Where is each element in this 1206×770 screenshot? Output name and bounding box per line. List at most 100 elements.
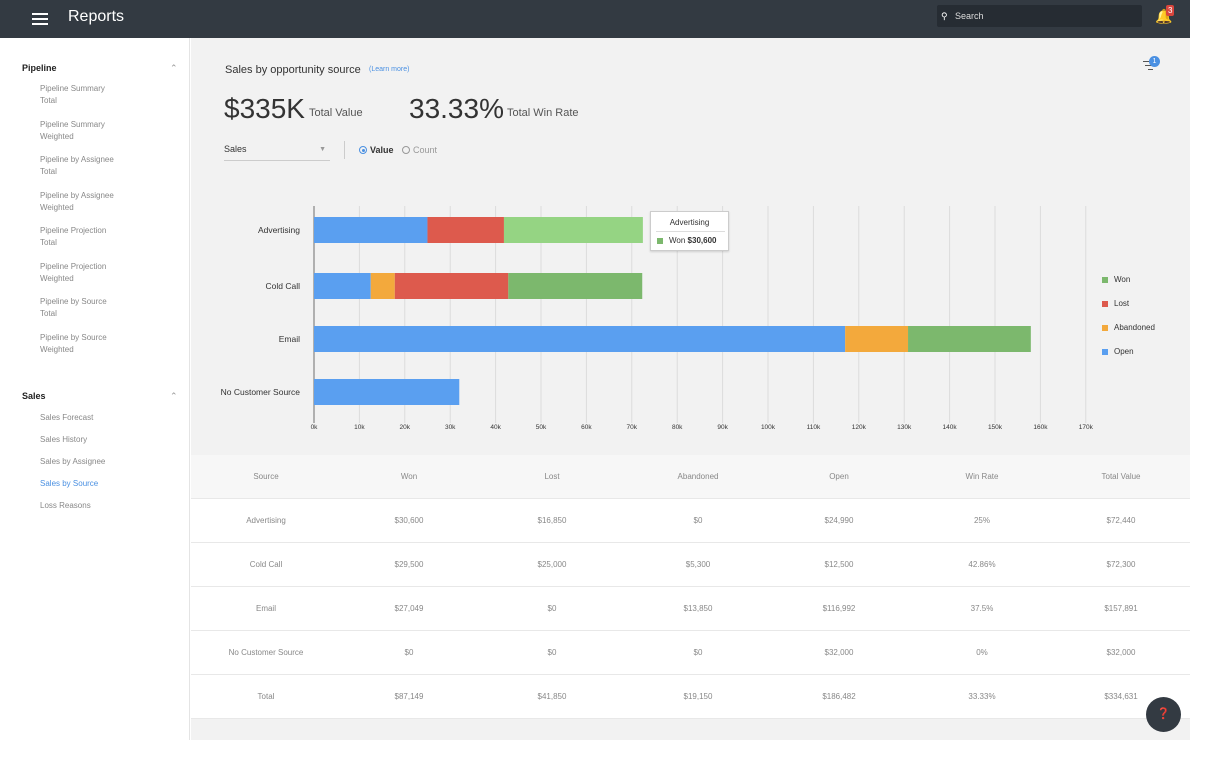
sales-by-source-chart: 0k 10k 20k 30k 40k 50k 60k 70k 80k 90k 100k 110k 120…: [221, 206, 1094, 431]
bar-segment-abandoned[interactable]: [845, 326, 909, 352]
bar-segment-open[interactable]: [314, 217, 428, 243]
table-cell: $72,300: [1106, 560, 1136, 569]
report-title: Sales by opportunity source: [225, 64, 361, 76]
total-value-label: Total Value: [309, 107, 363, 119]
table-row: Email $27,049 $0 $13,850 $116,992 37.5% $157,8…: [191, 587, 1190, 631]
bar-segment-open[interactable]: [314, 326, 846, 352]
x-tick-label: 30k: [445, 424, 456, 431]
table-cell: $30,600: [394, 516, 424, 525]
bar-segment-lost[interactable]: [394, 273, 509, 299]
x-tick-label: 130k: [897, 424, 912, 431]
sidebar-item-sales[interactable]: Sales History: [40, 435, 88, 444]
table-cell: $32,000: [1106, 648, 1136, 657]
table-cell: $0: [547, 648, 557, 657]
sidebar: Pipeline ⌃ Pipeline Summary Total Pipeline…: [0, 38, 190, 740]
table-cell: $29,500: [394, 560, 424, 569]
sidebar-item-sublabel: Weighted: [40, 273, 74, 283]
y-category-label: Advertising: [258, 225, 300, 235]
sidebar-item-sublabel: Weighted: [40, 131, 74, 141]
table-cell: $87,149: [394, 692, 424, 701]
sidebar-item-sublabel: Total: [40, 238, 57, 247]
table-header-cell: Source: [253, 472, 279, 481]
sidebar-item-sales[interactable]: Sales Forecast: [40, 413, 94, 422]
table-cell: $334,631: [1104, 692, 1138, 701]
sidebar-item-pipeline[interactable]: Pipeline Projection Total: [40, 225, 160, 249]
tooltip-label: Won $30,600: [669, 236, 716, 245]
metric-select[interactable]: Sales ▼: [224, 144, 330, 161]
radio-count[interactable]: Count: [402, 145, 437, 155]
tooltip-series: Won: [669, 236, 686, 245]
legend-swatch: [1102, 276, 1108, 283]
sidebar-item-label: Pipeline Summary: [40, 119, 105, 129]
table-cell: $41,850: [537, 692, 567, 701]
sidebar-item-pipeline[interactable]: Pipeline by Source Weighted: [40, 332, 160, 356]
radio-value-label: Value: [370, 145, 394, 155]
sidebar-section-sales[interactable]: Sales: [22, 391, 46, 401]
divider: [656, 231, 725, 232]
table-cell: Email: [255, 604, 276, 613]
sidebar-item-pipeline[interactable]: Pipeline Summary Total: [40, 83, 160, 107]
radio-dot: [359, 146, 367, 154]
win-rate-label: Total Win Rate: [507, 107, 579, 119]
table-header-cell: Open: [829, 472, 849, 481]
radio-dot: [402, 146, 410, 154]
tooltip-value: $30,600: [687, 236, 717, 245]
bar-segment-open[interactable]: [314, 273, 371, 299]
app-title: Reports: [68, 8, 125, 25]
sidebar-item-pipeline[interactable]: Pipeline by Assignee Total: [40, 154, 160, 178]
win-rate: 33.33%: [409, 93, 504, 124]
sidebar-item-pipeline[interactable]: Pipeline Projection Weighted: [40, 261, 160, 285]
legend-swatch: [1102, 348, 1108, 355]
sidebar-item-sales[interactable]: Sales by Assignee: [40, 457, 106, 466]
sidebar-item-sublabel: Weighted: [40, 202, 74, 212]
bar-segment-won[interactable]: [908, 326, 1031, 352]
table-cell: $0: [547, 604, 557, 613]
sidebar-section-pipeline[interactable]: Pipeline: [22, 63, 57, 73]
legend-swatch: [1102, 300, 1108, 307]
tooltip-swatch: [657, 238, 663, 244]
help-icon[interactable]: ❓: [1146, 697, 1181, 732]
y-category-label: No Customer Source: [221, 387, 301, 397]
search-input[interactable]: [955, 11, 1135, 21]
sidebar-item-pipeline[interactable]: Pipeline by Source Total: [40, 296, 160, 320]
x-tick-label: 0k: [311, 424, 319, 431]
table-cell: $32,000: [824, 648, 854, 657]
chevron-up-icon[interactable]: ⌃: [170, 391, 178, 401]
x-tick-label: 140k: [943, 424, 958, 431]
x-tick-label: 10k: [354, 424, 365, 431]
table-cell: $0: [693, 648, 703, 657]
sidebar-item-sales[interactable]: Sales by Source: [40, 479, 99, 488]
table-cell: 37.5%: [970, 604, 994, 613]
table-cell: $19,150: [683, 692, 713, 701]
table-row: Advertising $30,600 $16,850 $0 $24,990 25% $72…: [191, 499, 1190, 543]
bar-segment-won[interactable]: [503, 217, 643, 243]
bar-segment-abandoned[interactable]: [370, 273, 395, 299]
table-cell: 25%: [973, 516, 990, 525]
bar-segment-lost[interactable]: [427, 217, 504, 243]
table-header-cell: Won: [400, 472, 418, 481]
sidebar-item-pipeline[interactable]: Pipeline Summary Weighted: [40, 119, 160, 143]
radio-value[interactable]: Value: [359, 145, 394, 155]
x-tick-label: 20k: [400, 424, 411, 431]
bar-segment-open[interactable]: [314, 379, 460, 405]
sidebar-item-label: Pipeline Projection: [40, 261, 107, 271]
chevron-up-icon[interactable]: ⌃: [170, 63, 178, 73]
sidebar-item-sales[interactable]: Loss Reasons: [40, 501, 91, 510]
bar-segment-won[interactable]: [508, 273, 643, 299]
tooltip-title: Advertising: [669, 218, 710, 227]
radio-count-label: Count: [413, 145, 438, 155]
x-tick-label: 80k: [672, 424, 683, 431]
table-cell: 0%: [976, 648, 988, 657]
table-row: No Customer Source $0 $0 $0 $32,000 0% $32,000: [191, 631, 1190, 675]
table-row: Total $87,149 $41,850 $19,150 $186,482 33.33%…: [191, 675, 1190, 719]
menu-icon[interactable]: [32, 10, 48, 28]
chart-tooltip: Advertising Won $30,600: [650, 211, 729, 251]
x-tick-label: 170k: [1079, 424, 1094, 431]
learn-more-link[interactable]: (Learn more): [369, 66, 410, 73]
x-tick-label: 90k: [717, 424, 728, 431]
sidebar-item-pipeline[interactable]: Pipeline by Assignee Weighted: [40, 190, 160, 214]
chevron-down-icon: ▼: [319, 146, 326, 153]
search-box[interactable]: ⚲: [937, 5, 1142, 27]
table-header-cell: Win Rate: [965, 472, 999, 481]
table-cell: $25,000: [537, 560, 567, 569]
